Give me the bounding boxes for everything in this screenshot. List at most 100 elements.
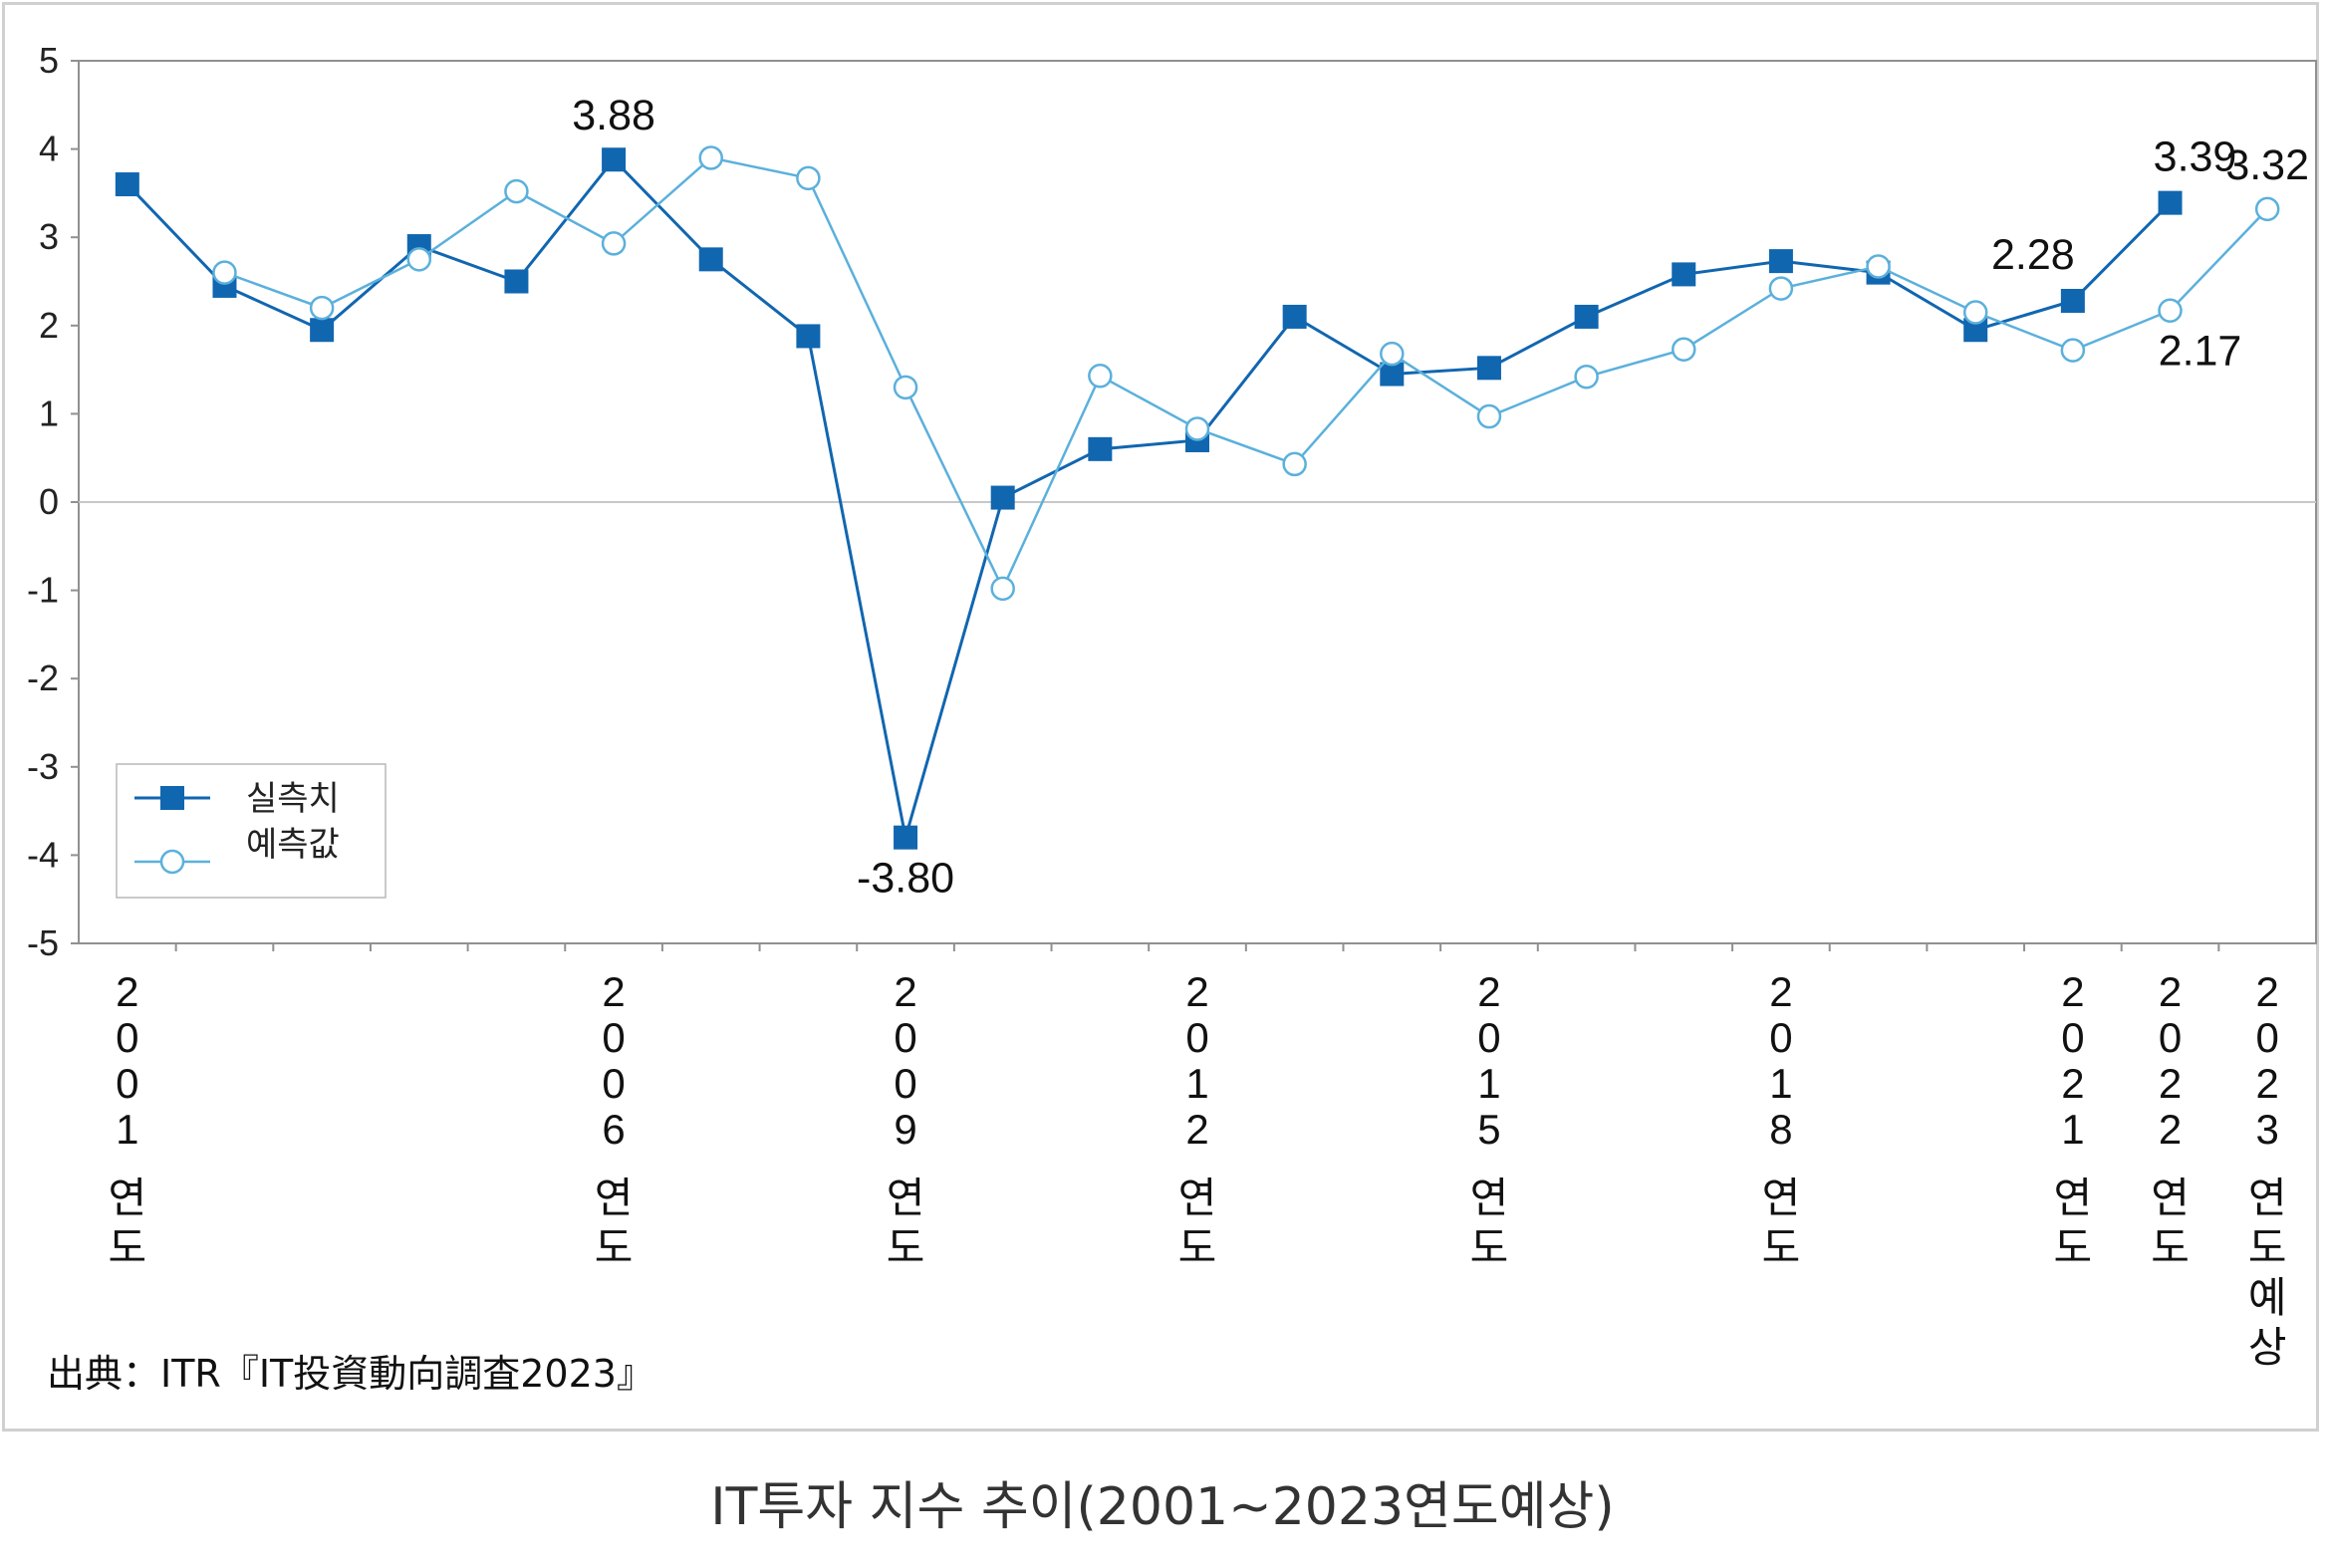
data-point-actual xyxy=(1768,249,1793,274)
data-point-actual xyxy=(698,247,723,272)
x-tick-label: 2 xyxy=(2061,1060,2084,1107)
data-label: 3.88 xyxy=(572,92,655,139)
y-tick-label: -4 xyxy=(27,834,59,875)
x-tick-label: 도 xyxy=(109,1224,147,1271)
data-point-forecast xyxy=(2158,298,2183,323)
data-point-actual xyxy=(2060,288,2085,313)
y-tick-label: 5 xyxy=(39,40,59,81)
x-tick-label: 도 xyxy=(1470,1224,1509,1271)
x-tick-label: 0 xyxy=(894,1060,916,1107)
y-tick-label: 1 xyxy=(39,392,59,433)
x-tick-label: 0 xyxy=(2255,1014,2278,1061)
data-point-actual xyxy=(2158,190,2183,215)
x-tick-label: 연 xyxy=(1178,1175,1217,1221)
x-tick-label: 연 xyxy=(2151,1175,2190,1221)
series-line-1 xyxy=(126,156,2172,839)
legend-marker-actual xyxy=(160,786,184,810)
x-tick-label: 1 xyxy=(1477,1060,1500,1107)
x-tick-label: 6 xyxy=(602,1106,625,1153)
legend-label-actual: 실측치 xyxy=(246,779,340,819)
x-tick-label: 도 xyxy=(887,1224,925,1271)
data-point-forecast xyxy=(2254,196,2280,222)
y-tick-label: 0 xyxy=(39,481,59,522)
x-tick-label: 0 xyxy=(602,1060,625,1107)
x-tick-label: 연 xyxy=(1762,1175,1801,1221)
data-label: 2.28 xyxy=(1991,231,2075,279)
x-tick-label: 2 xyxy=(602,968,625,1015)
y-tick-label: 3 xyxy=(39,216,59,257)
data-point-forecast xyxy=(1768,276,1794,301)
data-point-actual xyxy=(796,324,821,349)
data-point-forecast xyxy=(1672,337,1696,362)
x-tick-label: 2 xyxy=(2061,968,2084,1015)
y-tick-label: -2 xyxy=(27,657,59,698)
x-tick-label: 도 xyxy=(2054,1224,2093,1271)
data-label: -3.80 xyxy=(857,855,954,903)
source-note: 出典：ITR『IT投資動向調査2023』 xyxy=(47,1352,654,1396)
data-point-actual xyxy=(602,147,627,172)
chart-frame: 5 4 3 2 1 0 -1 -2 -3 -4 -5 2 0 0 1 연 도 2 0 0 6 연 도 2 0 0 9 연 도 2 0 1 2 연 도… xyxy=(2,2,2319,1432)
data-point-forecast xyxy=(893,375,918,400)
data-point-actual xyxy=(504,269,529,294)
data-point-actual xyxy=(894,825,918,850)
x-tick-label: 0 xyxy=(894,1014,916,1061)
series-line-2 xyxy=(224,156,2269,592)
x-tick-label: 5 xyxy=(1477,1106,1500,1153)
data-label: 3.39 xyxy=(2154,133,2237,181)
x-tick-label: 0 xyxy=(2061,1014,2084,1061)
x-tick-label: 0 xyxy=(2159,1014,2182,1061)
data-point-forecast xyxy=(309,295,335,321)
data-point-actual xyxy=(1282,304,1307,329)
x-tick-label: 2 xyxy=(116,968,138,1015)
x-tick-label: 2 xyxy=(1185,1106,1208,1153)
x-tick-label: 2 xyxy=(1185,968,1208,1015)
x-tick-label: 2 xyxy=(2159,1106,2182,1153)
x-tick-label: 상 xyxy=(2248,1324,2287,1371)
data-point-forecast xyxy=(1962,300,1988,325)
data-point-actual xyxy=(115,172,139,197)
x-tick-label: 0 xyxy=(1769,1014,1792,1061)
x-tick-label: 도 xyxy=(2151,1224,2190,1271)
x-tick-label: 0 xyxy=(1185,1014,1208,1061)
x-tick-label: 9 xyxy=(894,1106,916,1153)
legend-label-forecast: 예측값 xyxy=(246,825,340,865)
data-label: 2.17 xyxy=(2159,328,2242,376)
x-tick-label: 2 xyxy=(2159,1060,2182,1107)
x-tick-label: 연 xyxy=(109,1175,147,1221)
y-tick-label: -1 xyxy=(27,570,59,611)
x-tick-label: 2 xyxy=(1477,968,1500,1015)
data-point-forecast xyxy=(1088,364,1113,389)
data-point-forecast xyxy=(504,178,529,204)
data-point-forecast xyxy=(406,247,432,272)
data-point-actual xyxy=(990,485,1015,510)
x-tick-label: 연 xyxy=(595,1175,634,1221)
data-point-forecast xyxy=(2060,338,2086,363)
data-point-actual xyxy=(1476,356,1501,381)
data-point-actual xyxy=(1574,304,1599,329)
data-point-forecast xyxy=(1866,254,1891,279)
x-tick-label: 2 xyxy=(2159,968,2182,1015)
x-tick-label: 예 xyxy=(2248,1274,2287,1321)
data-point-forecast xyxy=(1282,451,1307,477)
data-label: 3.32 xyxy=(2225,141,2309,189)
x-tick-label: 0 xyxy=(116,1060,138,1107)
data-point-forecast xyxy=(1184,416,1210,441)
legend-marker-forecast xyxy=(159,849,185,875)
data-point-forecast xyxy=(601,231,627,256)
x-tick-label: 1 xyxy=(1769,1060,1792,1107)
x-tick-label: 2 xyxy=(2255,968,2278,1015)
data-point-actual xyxy=(1088,436,1113,461)
x-tick-label: 2 xyxy=(894,968,916,1015)
data-point-forecast xyxy=(1380,341,1405,367)
x-tick-label: 1 xyxy=(2061,1106,2084,1153)
data-point-actual xyxy=(310,318,335,343)
x-tick-label: 연 xyxy=(2054,1175,2093,1221)
data-point-actual xyxy=(1380,362,1405,387)
x-tick-label: 연 xyxy=(1470,1175,1509,1221)
x-tick-label: 도 xyxy=(595,1224,634,1271)
x-tick-label: 2 xyxy=(2255,1060,2278,1107)
x-tick-label: 연 xyxy=(887,1175,925,1221)
y-tick-label: 4 xyxy=(39,129,59,169)
data-point-forecast xyxy=(990,576,1015,602)
x-tick-label: 0 xyxy=(602,1014,625,1061)
